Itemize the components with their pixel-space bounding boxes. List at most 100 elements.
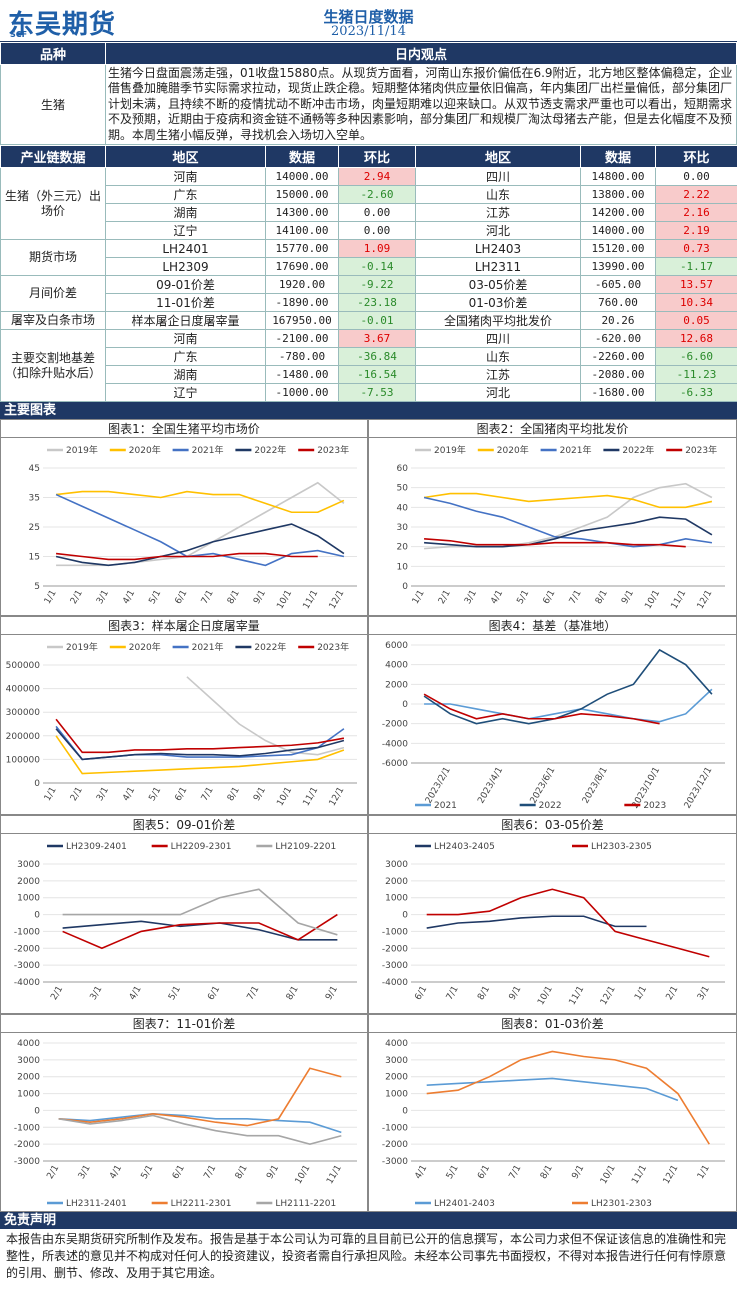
chart-panel: 图表1：全国生猪平均市场价 5 15 25 35 45 1/1 2/1 3/1 4/1 5/1 6/1…	[0, 419, 368, 616]
legend-label: 2019年	[66, 444, 98, 456]
y-tick-label: -3000	[382, 1157, 408, 1167]
cell: 全国猪肉平均批发价	[415, 311, 581, 330]
chart-panel: 图表3：样本屠企日度屠宰量 0 100000 200000 300000 400000 50…	[0, 616, 368, 815]
cell: 14800.00	[580, 167, 656, 186]
cell: -6.33	[655, 383, 737, 402]
y-tick-label: 45	[29, 464, 40, 474]
legend-label: 2022年	[254, 641, 286, 653]
chart-panel: 图表4：基差（基准地） -6000 -4000 -2000 0 2000 4000 6000 2…	[368, 616, 737, 815]
chart: -4000 -3000 -2000 -1000 0 1000 2000 3000 2/1 3/1 4…	[14, 842, 357, 1003]
y-tick-label: -4000	[14, 978, 40, 988]
legend-label: 2021年	[192, 641, 224, 653]
cell: -620.00	[580, 329, 656, 348]
chart: 0 100000 200000 300000 400000 500000 1/1 2/1 3/1…	[6, 641, 357, 809]
x-tick-label: 1/1	[696, 1164, 712, 1182]
data-table: 产业链数据 地区 数据 环比 地区 数据 环比 生猪（外三元）出场价 河南 14000.00 2.9…	[0, 145, 737, 402]
series-line	[423, 693, 660, 725]
cell: 0.00	[338, 221, 416, 240]
y-tick-label: 0	[402, 1106, 408, 1116]
x-tick-label: 8/1	[285, 985, 301, 1003]
data-row: 11-01价差 -1890.00 -23.18 01-03价差 760.00 10.34	[1, 293, 737, 312]
series-line	[55, 490, 345, 514]
view-text: 生猪今日盘面震荡走强，01收盘15880点。从现货方面看，河南山东报价偏低在6.…	[105, 64, 737, 145]
legend-label: 2020年	[497, 444, 529, 456]
legend-label: LH2111-2201	[275, 1199, 336, 1209]
y-tick-label: 30	[397, 523, 409, 533]
col-head: 品种	[0, 42, 106, 65]
cell: 2.22	[655, 185, 737, 204]
x-tick-label: 8/1	[226, 589, 242, 607]
series-line	[55, 718, 345, 754]
x-tick-label: 10/1	[294, 1164, 313, 1187]
x-tick-label: 3/1	[89, 985, 105, 1003]
series-line	[423, 496, 713, 548]
chart-panel: 图表2：全国猪肉平均批发价 0 10 20 30 40 50 60 1/1 2/1 3/1 4/1 5/…	[368, 419, 737, 616]
data-row: 期货市场 LH2401 15770.00 1.09 LH2403 15120.00 0.73	[0, 239, 737, 276]
y-tick-label: 500000	[6, 661, 41, 671]
cell: 辽宁	[105, 383, 266, 402]
x-tick-label: 11/1	[630, 1164, 649, 1187]
chart-title: 图表8：01-03价差	[369, 1015, 736, 1033]
x-tick-label: 9/1	[570, 1164, 586, 1182]
y-tick-label: 1000	[385, 1090, 408, 1100]
chart-title: 图表4：基差（基准地）	[369, 617, 736, 635]
series-line	[62, 913, 338, 950]
group-name: 生猪（外三元）出场价	[0, 167, 106, 240]
x-tick-label: 3/1	[77, 1164, 93, 1182]
y-tick-label: 0	[34, 911, 40, 921]
series-line	[58, 1067, 342, 1127]
x-tick-label: 7/1	[200, 786, 216, 804]
cell: 辽宁	[105, 221, 266, 240]
x-tick-label: 10/1	[275, 786, 294, 809]
cell: 广东	[105, 185, 266, 204]
cell: 河北	[415, 221, 581, 240]
cell: -36.84	[338, 347, 416, 366]
y-tick-label: 0	[402, 582, 408, 592]
cell: -16.54	[338, 365, 416, 384]
legend-label: LH2109-2201	[275, 842, 336, 852]
x-tick-label: 6/1	[476, 1164, 492, 1182]
y-tick-label: 3000	[385, 860, 408, 870]
y-tick-label: -1000	[382, 927, 408, 937]
x-tick-label: 8/1	[226, 786, 242, 804]
cell: -7.53	[338, 383, 416, 402]
series-line	[62, 888, 338, 936]
x-tick-label: 1/1	[633, 985, 649, 1003]
x-tick-label: 5/1	[147, 786, 163, 804]
legend-label: 2023年	[317, 641, 349, 653]
legend-label: 2021年	[560, 444, 592, 456]
cell: 四川	[415, 167, 581, 186]
data-row: 湖南 -1480.00 -16.54 江苏 -2080.00 -11.23	[1, 365, 737, 384]
x-tick-label: 3/1	[463, 589, 479, 607]
y-tick-label: 100000	[6, 755, 41, 765]
cell: -2100.00	[265, 329, 339, 348]
x-tick-label: 1/1	[43, 589, 59, 607]
cell: 河南	[105, 167, 266, 186]
cell: 山东	[415, 347, 581, 366]
cell: 13800.00	[580, 185, 656, 204]
y-tick-label: 1000	[17, 894, 40, 904]
logo-sub: SCF	[10, 30, 28, 39]
x-tick-label: 4/1	[489, 589, 505, 607]
legend-label: LH2401-2403	[434, 1199, 495, 1209]
header: 东吴期货 SCF 生猪日度数据 2023/11/14	[0, 0, 737, 42]
y-tick-label: 5	[34, 582, 40, 592]
x-tick-label: 6/1	[206, 985, 222, 1003]
y-tick-label: 25	[29, 523, 40, 533]
y-tick-label: 50	[397, 484, 409, 494]
x-tick-label: 7/1	[202, 1164, 218, 1182]
y-tick-label: -1000	[14, 1123, 40, 1133]
cell: -1.17	[655, 257, 737, 276]
group-name: 期货市场	[0, 239, 106, 276]
chart-title: 图表1：全国生猪平均市场价	[1, 420, 367, 438]
cell: 3.67	[338, 329, 416, 348]
cell: 样本屠企日度屠宰量	[105, 311, 266, 330]
series-line	[58, 1112, 342, 1134]
x-tick-label: 9/1	[324, 985, 340, 1003]
legend-label: 2021年	[192, 444, 224, 456]
disclaimer-heading: 免责声明	[0, 1212, 737, 1229]
legend-label: 2019年	[66, 641, 98, 653]
legend-label: LH2309-2401	[66, 842, 127, 852]
series-line	[55, 728, 345, 761]
cell: LH2401	[105, 239, 266, 258]
